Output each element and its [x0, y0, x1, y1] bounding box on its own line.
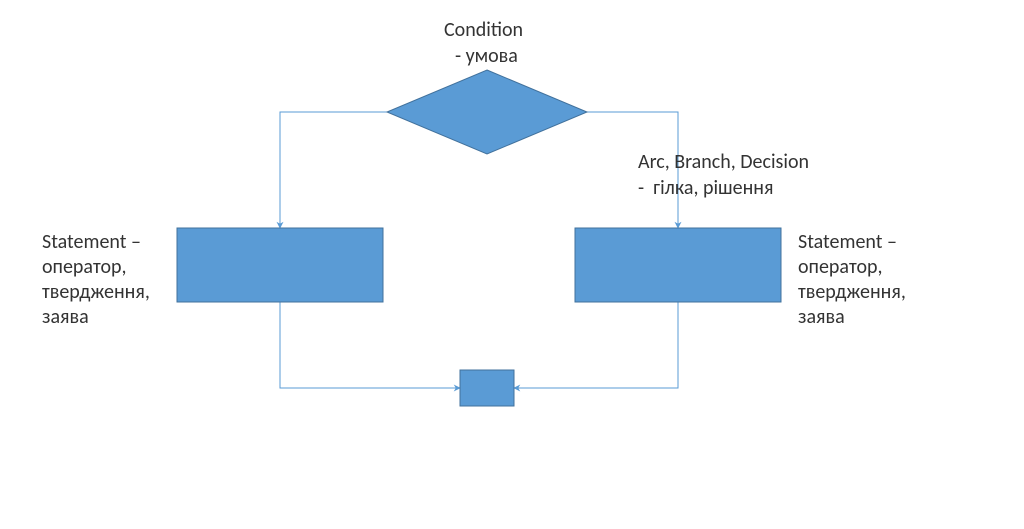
statement-right-box [575, 228, 781, 302]
edge-left-to-join [280, 302, 460, 388]
statement-left-label: Statement – оператор, твердження, заява [42, 230, 150, 330]
branch-sub-label: - гілка, рішення [638, 176, 773, 201]
condition-sub-label: - умова [455, 44, 518, 69]
branch-title-label: Arc, Branch, Decision [638, 150, 809, 175]
edge-right-to-join [514, 302, 678, 388]
condition-title-label: Condition [444, 18, 523, 43]
statement-left-box [177, 228, 383, 302]
condition-diamond [387, 70, 587, 154]
join-box [460, 370, 514, 406]
statement-right-label: Statement – оператор, твердження, заява [798, 230, 906, 330]
edge-condition-to-left [280, 112, 387, 228]
flowchart-canvas: Condition - умова Arc, Branch, Decision … [0, 0, 1024, 529]
